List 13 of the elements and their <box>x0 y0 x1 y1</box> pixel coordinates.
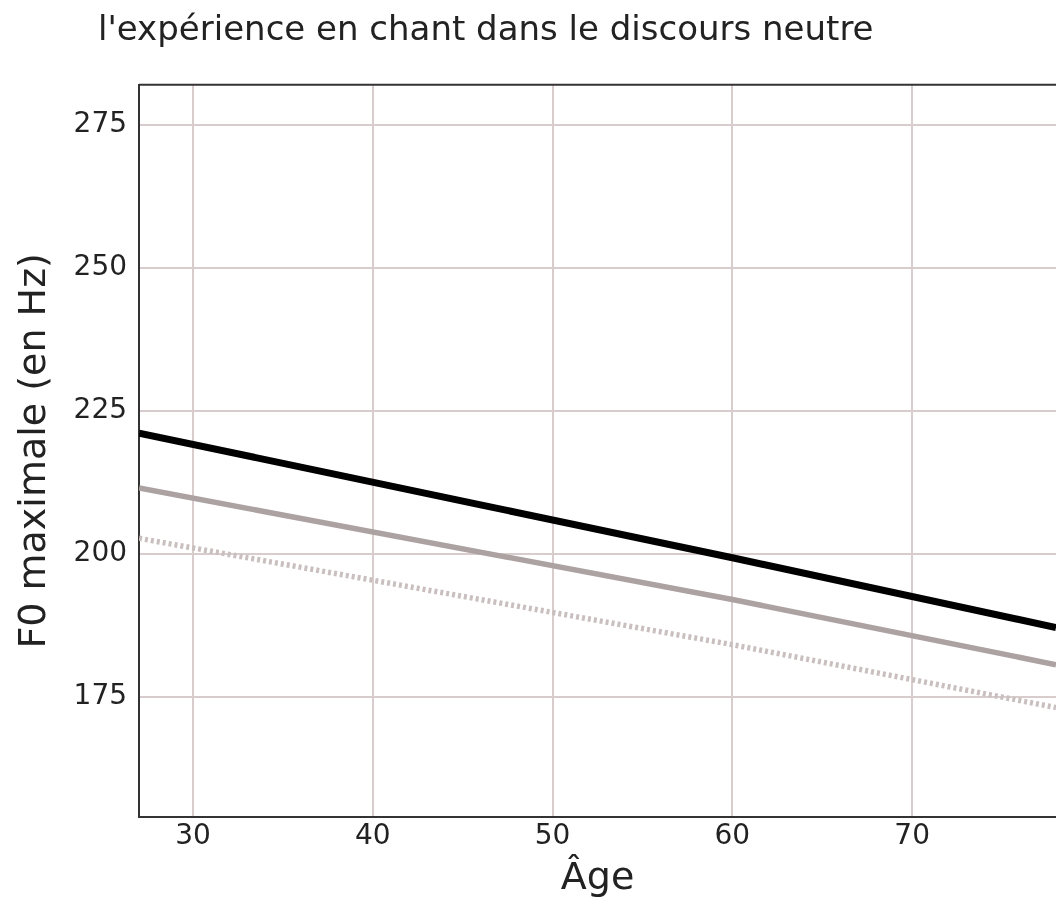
y-tick-label: 175 <box>73 677 128 711</box>
chart-title: l'expérience en chant dans le discours neutre <box>97 8 875 50</box>
x-axis-title: Âge <box>560 854 635 899</box>
y-tick-label: 250 <box>73 249 128 283</box>
x-tick-label: 30 <box>175 817 211 851</box>
y-tick-label: 200 <box>73 535 128 569</box>
x-tick-label: 60 <box>714 817 751 851</box>
y-tick-label: 225 <box>73 392 128 426</box>
y-tick-label: 275 <box>73 106 128 140</box>
x-tick-label: 50 <box>534 817 571 851</box>
x-tick-label: 70 <box>894 817 930 851</box>
x-tick-label: 40 <box>354 817 391 851</box>
y-axis-title: F0 maximale (en Hz) <box>9 253 54 649</box>
